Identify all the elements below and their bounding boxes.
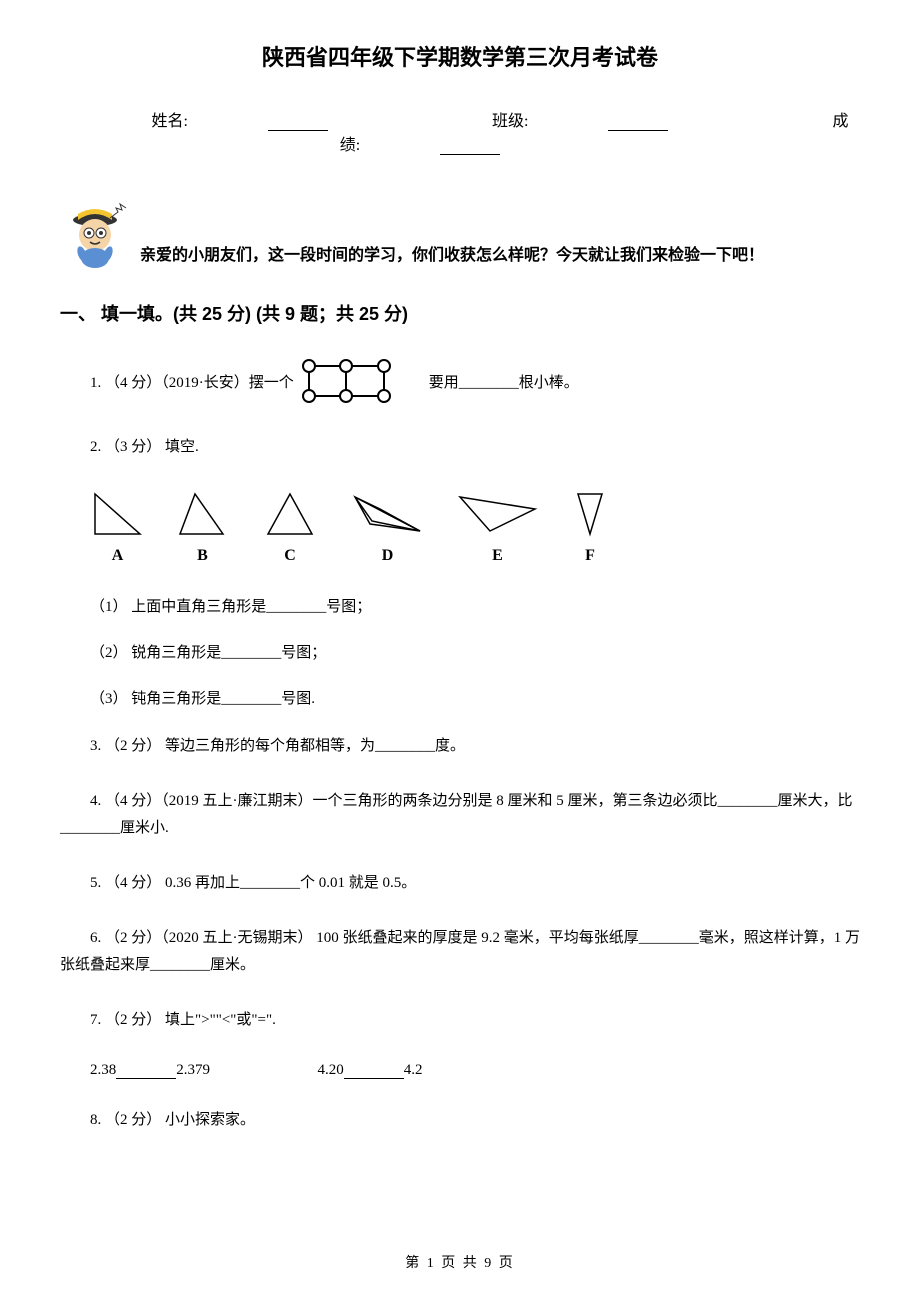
- page-footer: 第 1 页 共 9 页: [0, 1252, 920, 1272]
- q1-prefix: 1. （4 分）（2019·长安）摆一个: [60, 371, 294, 392]
- triangle-e-label: E: [455, 547, 540, 565]
- triangle-e: E: [455, 489, 540, 565]
- exam-title: 陕西省四年级下学期数学第三次月考试卷: [60, 40, 860, 72]
- triangle-c: C: [260, 489, 320, 565]
- triangle-f-label: F: [570, 547, 610, 565]
- stick-rectangle-icon: [299, 356, 394, 406]
- mascot-icon: [60, 200, 130, 270]
- triangle-f: F: [570, 489, 610, 565]
- compare2-blank: [344, 1063, 404, 1079]
- triangle-d: D: [350, 489, 425, 565]
- question-2-sub3: （3） 钝角三角形是________号图.: [60, 687, 860, 708]
- greeting-text: 亲爱的小朋友们，这一段时间的学习，你们收获怎么样呢？今天就让我们来检验一下吧！: [140, 241, 764, 270]
- triangle-d-label: D: [350, 547, 425, 565]
- triangle-c-label: C: [260, 547, 320, 565]
- q1-suffix: 要用________根小棒。: [399, 371, 579, 392]
- class-field: 班级:: [452, 113, 708, 130]
- name-field: 姓名:: [112, 113, 368, 130]
- compare1-right: 2.379: [176, 1062, 210, 1078]
- triangle-b-label: B: [175, 547, 230, 565]
- triangle-a-label: A: [90, 547, 145, 565]
- question-1: 1. （4 分）（2019·长安）摆一个 要用________根小棒。: [60, 356, 860, 406]
- question-7: 7. （2 分） 填上">""<"或"=".: [60, 1007, 860, 1034]
- compare1-left: 2.38: [90, 1062, 116, 1078]
- question-2-sub1: （1） 上面中直角三角形是________号图；: [60, 595, 860, 616]
- triangle-a: A: [90, 489, 145, 565]
- section-1-header: 一、 填一填。(共 25 分) (共 9 题；共 25 分): [60, 300, 860, 326]
- score-blank: [440, 139, 500, 155]
- class-blank: [608, 115, 668, 131]
- question-6: 6. （2 分）（2020 五上·无锡期末） 100 张纸叠起来的厚度是 9.2…: [60, 925, 860, 979]
- question-7-compare: 2.38 2.379 4.20 4.2: [60, 1062, 860, 1079]
- compare2-right: 4.2: [404, 1062, 423, 1078]
- name-blank: [268, 115, 328, 131]
- compare1-blank: [116, 1063, 176, 1079]
- triangle-b: B: [175, 489, 230, 565]
- question-2-sub2: （2） 锐角三角形是________号图；: [60, 641, 860, 662]
- question-8: 8. （2 分） 小小探索家。: [60, 1107, 860, 1134]
- question-4: 4. （4 分）（2019 五上·廉江期末）一个三角形的两条边分别是 8 厘米和…: [60, 788, 860, 842]
- question-2: 2. （3 分） 填空.: [60, 434, 860, 461]
- triangles-row: A B C D E F: [90, 489, 860, 565]
- question-5: 5. （4 分） 0.36 再加上________个 0.01 就是 0.5。: [60, 870, 860, 897]
- question-3: 3. （2 分） 等边三角形的每个角都相等，为________度。: [60, 733, 860, 760]
- student-info-row: 姓名: 班级: 成绩:: [60, 107, 860, 155]
- greeting-row: 亲爱的小朋友们，这一段时间的学习，你们收获怎么样呢？今天就让我们来检验一下吧！: [60, 200, 860, 270]
- compare2-left: 4.20: [318, 1062, 344, 1078]
